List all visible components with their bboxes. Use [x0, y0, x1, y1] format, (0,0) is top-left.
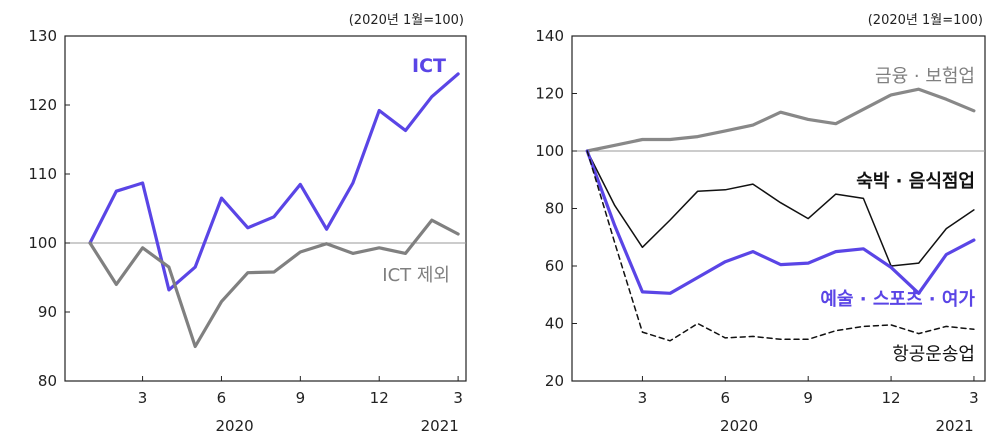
left-xtick-label: 3 [138, 389, 148, 407]
left-ytick-label: 90 [38, 303, 57, 321]
right-legend-air-transport: 항공운송업 [892, 344, 975, 365]
left-ytick-label: 110 [28, 165, 57, 183]
right-plot-frame [571, 35, 986, 382]
right-year-2021: 2021 [936, 417, 974, 435]
left-xtick-label: 6 [217, 389, 227, 407]
left-series-line-1 [88, 218, 460, 349]
right-series-line-2 [585, 149, 976, 295]
right-ytick-label: 140 [535, 27, 564, 45]
left-legend-ict: ICT [412, 55, 446, 77]
left-plot-frame [64, 35, 467, 382]
left-legend-ict-excluded: ICT 제외 [382, 265, 450, 286]
right-series-line-0 [585, 87, 976, 153]
right-year-2020: 2020 [720, 417, 758, 435]
right-xtick-label: 12 [882, 389, 901, 407]
right-xtick-label: 6 [721, 389, 731, 407]
right-legend-finance: 금융 · 보험업 [875, 66, 975, 87]
right-ytick-label: 20 [545, 372, 564, 390]
left-unit-label: (2020년 1월=100) [349, 13, 464, 28]
right-unit-label: (2020년 1월=100) [868, 13, 983, 28]
right-ytick-label: 120 [535, 85, 564, 103]
right-ytick-label: 60 [545, 257, 564, 275]
left-ytick-label: 100 [28, 234, 57, 252]
left-xtick-label: 3 [453, 389, 463, 407]
left-ytick-label: 80 [38, 372, 57, 390]
left-chart-ict: (2020년 1월=100) 80 90 100 110 120 130 3 6 9 12 3 2… [28, 13, 467, 435]
right-series-line-1 [586, 150, 975, 267]
right-series-line-3 [586, 150, 975, 342]
left-year-2020: 2020 [216, 417, 254, 435]
right-ytick-label: 100 [535, 142, 564, 160]
right-xtick-label: 3 [969, 389, 979, 407]
right-xtick-label: 3 [638, 389, 648, 407]
left-xtick-label: 9 [296, 389, 306, 407]
left-ytick-label: 130 [28, 27, 57, 45]
right-xtick-label: 9 [803, 389, 813, 407]
left-year-2021: 2021 [421, 417, 459, 435]
right-legend-lodging: 숙박 · 음식점업 [856, 171, 975, 192]
right-ytick-label: 40 [545, 315, 564, 333]
left-series-line-0 [88, 72, 460, 292]
right-legend-arts: 예술 · 스포츠 · 여가 [820, 289, 975, 310]
left-ytick-label: 120 [28, 96, 57, 114]
right-ytick-label: 80 [545, 200, 564, 218]
left-xtick-label: 12 [370, 389, 389, 407]
